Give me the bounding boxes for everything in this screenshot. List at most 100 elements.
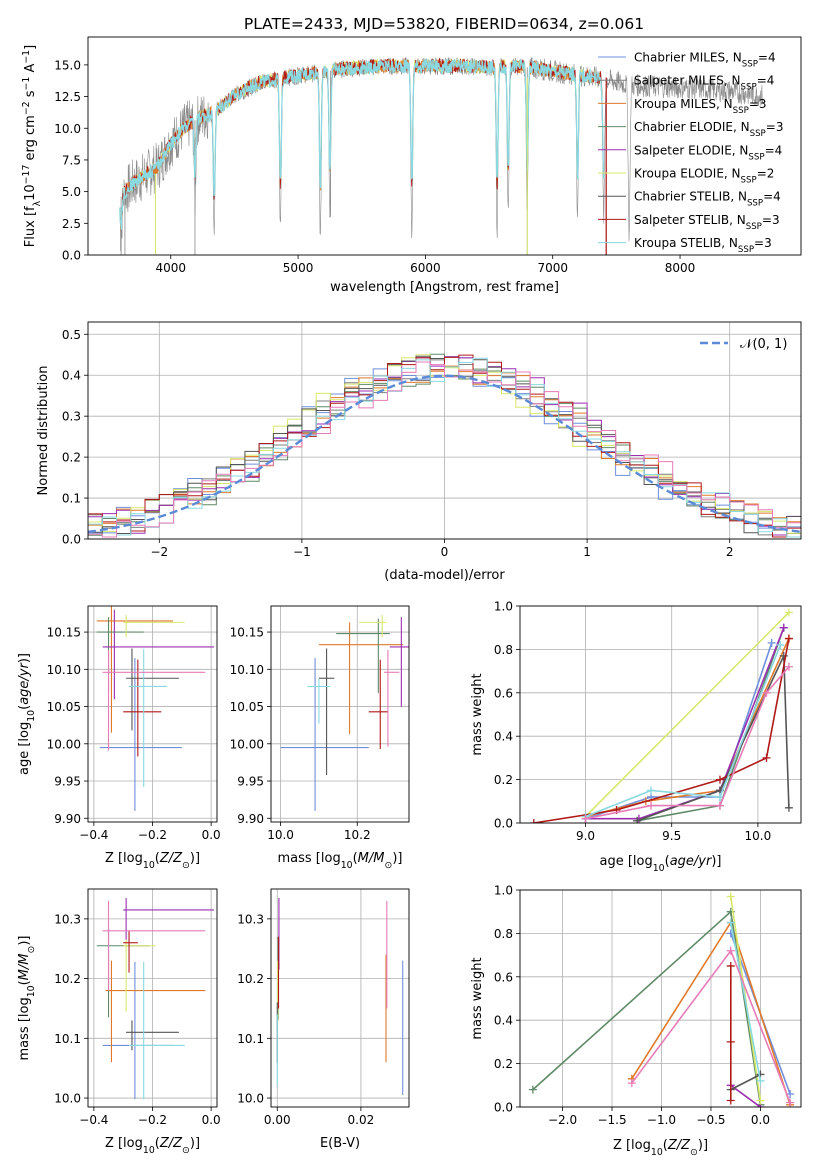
weight-marker [756,1076,765,1085]
plot-area [528,892,795,1107]
errorbar-point [102,649,206,751]
errorbar-point [102,609,215,700]
grid-lines [88,889,217,1107]
x-axis-label: wavelength [Angstrom, rest frame] [330,280,559,295]
errorbar-point [280,658,369,811]
axes-frame [87,888,218,1108]
legend-label: Kroupa STELIB, NSSP=3 [634,236,772,255]
weight-marker [767,638,776,647]
errorbar-point [318,648,335,776]
y-tick-label: 0.8 [494,643,513,657]
x-tick-label: −0.2 [138,828,167,842]
errorbar-point [96,617,144,692]
y-tick-label: 10.15 [47,626,81,640]
weight-marker [726,961,735,970]
spectrum-model-line [119,58,605,231]
x-tick-label: 0.0 [202,1113,221,1127]
errorbar-point [102,961,174,1100]
weight-marker [784,662,793,671]
weight-line [584,611,790,818]
spectrum-model-line [119,58,605,228]
legend-label: Chabrier ELODIE, NSSP=3 [634,120,783,139]
y-tick-label: 10.00 [230,737,264,751]
y-tick-label: 0.1 [62,492,81,506]
x-tick-label: 8000 [665,261,696,275]
x-tick-label: 0 [441,545,449,559]
x-axis-label: Z [log10(Z/Z⊙)] [105,851,200,871]
weight-marker [647,801,656,810]
y-tick-label: 1.0 [494,884,513,898]
weight-series [726,961,735,1105]
errorbar-point [96,927,150,1018]
y-tick-label: 10.15 [230,626,264,640]
weight-series [581,662,793,823]
y-tick-label: 10.3 [237,912,264,926]
y-tick-label: 10.2 [54,972,81,986]
errorbar-point [368,659,388,750]
weight-series [529,634,793,823]
y-tick-label: 0.4 [494,1014,513,1028]
y-tick-label: 0.0 [62,533,81,547]
weight-marker [726,1037,735,1046]
normal-curve [88,374,801,533]
y-tick-label: 10.1 [54,1032,81,1046]
weight-marker [756,1096,765,1105]
axes-frame [270,888,410,1108]
panel-mass-vs-EBV: 0.00 0.02 10.0 10.1 10.2 10.3 E(B-V) [237,888,410,1151]
plot-area [96,606,215,811]
panel-weight-vs-Z: −2.0 −1.5 −1.0 −0.5 0.0 0.0 0.2 0.4 0.6 0.8 1.0 Z [… [470,884,802,1158]
weight-line [730,922,762,1082]
grid-lines [88,606,217,822]
errorbar-point [318,622,404,735]
errorbar-point [123,939,156,1012]
x-tick-label: −2 [150,545,168,559]
weight-marker [715,801,724,810]
y-tick-label: 9.95 [237,775,264,789]
y-tick-label: 0.3 [62,410,81,424]
errorbar-point [336,618,390,694]
y-tick-label: 9.90 [54,812,81,826]
y-tick-label: 2.5 [62,217,81,231]
x-tick-label: 1 [583,545,591,559]
x-tick-label: −2.0 [548,1113,577,1127]
errorbar-point [307,678,331,724]
weight-series [581,641,785,821]
axes-frame [87,36,802,256]
y-tick-label: 12.5 [54,90,81,104]
x-tick-label: 0.0 [202,828,221,842]
model-marker [152,168,159,174]
plot-area [529,608,793,823]
y-axis-label: mass weight [470,957,485,1039]
legend-label: Chabrier MILES, NSSP=4 [634,51,776,70]
y-tick-label: 10.05 [230,700,264,714]
y-tick-label: 0.0 [494,817,513,831]
legend-label: Salpeter STELIB, NSSP=3 [634,213,780,232]
y-tick-label: 0.4 [62,369,81,383]
panel-age-vs-Z: −0.4 −0.2 0.0 9.90 9.95 10.00 10.05 10.10 10.15 Z… [17,605,221,871]
errorbar-point [99,658,182,811]
weight-line [730,1084,761,1107]
plot-area [119,56,763,255]
axes-frame [87,321,802,540]
y-tick-label: 0.2 [62,451,81,465]
panel-spectrum: 4000 5000 6000 7000 8000 0.0 2.5 5.0 7.5 10.0 12.5… [21,36,802,295]
weight-marker [726,1096,735,1105]
y-tick-label: 10.05 [47,700,81,714]
y-tick-label: 0.0 [494,1101,513,1115]
y-tick-label: 10.0 [237,1092,264,1106]
y-axis-label: Flux [fλ10−17 erg cm−2 s−1 A−1] [21,45,43,247]
y-tick-label: 9.90 [237,812,264,826]
errorbar-point [129,961,185,1100]
weight-line [585,644,782,818]
y-tick-label: 10.0 [54,122,81,136]
weight-marker [715,775,724,784]
x-tick-label: −0.4 [79,1113,108,1127]
weight-series [528,907,765,1107]
legend: Chabrier MILES, NSSP=4 Salpeter MILES, NS… [598,51,783,255]
weight-marker [762,688,771,697]
y-tick-label: 10.0 [54,1092,81,1106]
weight-marker [762,753,771,762]
x-tick-label: 4000 [155,261,186,275]
axes-frame [87,605,218,823]
axes-frame [519,605,802,824]
